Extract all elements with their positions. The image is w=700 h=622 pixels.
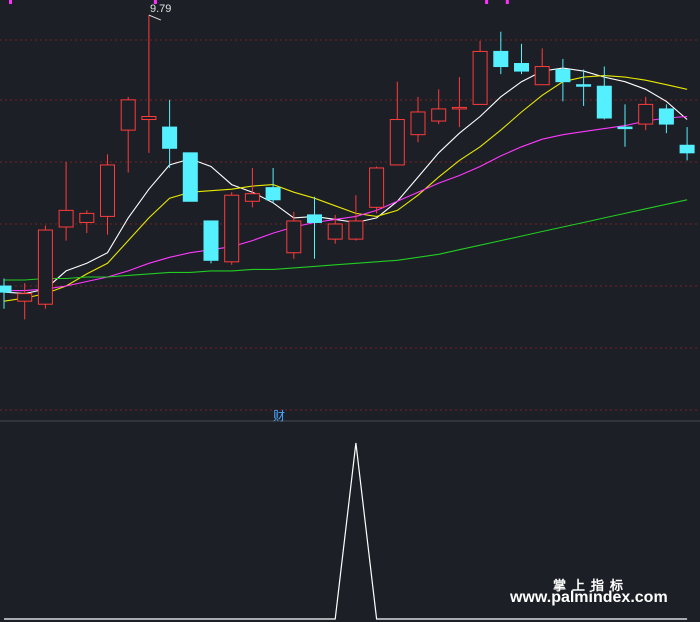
sub-indicator xyxy=(4,442,688,620)
candle xyxy=(617,104,633,147)
candle xyxy=(265,167,281,203)
candle xyxy=(514,43,529,75)
max-price-label: 9.79 xyxy=(150,3,172,15)
candle xyxy=(658,104,674,134)
candle xyxy=(576,69,592,106)
candle xyxy=(307,196,322,259)
candle-body xyxy=(472,50,488,105)
candle-body xyxy=(327,223,343,240)
candle xyxy=(0,278,12,309)
ma-line-yellow xyxy=(3,75,688,302)
candle-body xyxy=(17,293,33,302)
watermark-url: www.palmindex.com xyxy=(510,589,668,606)
candle xyxy=(244,167,260,208)
candle-body xyxy=(224,194,240,263)
candlesticks xyxy=(0,15,695,320)
candle-body xyxy=(410,111,426,136)
candle-body xyxy=(348,220,364,240)
candle xyxy=(286,211,302,259)
candle xyxy=(100,154,115,235)
candle-body xyxy=(534,66,550,86)
candle xyxy=(451,77,467,128)
candle xyxy=(410,96,426,143)
candle-body xyxy=(307,214,322,223)
candle xyxy=(638,96,654,131)
candle-body xyxy=(451,106,467,110)
candle-body xyxy=(389,119,405,166)
candle-body xyxy=(617,126,633,130)
candle xyxy=(389,81,405,166)
candle-body xyxy=(658,108,674,125)
candle-body xyxy=(493,50,509,68)
candle xyxy=(37,225,53,309)
candle-body xyxy=(203,220,219,261)
top-marker xyxy=(505,0,509,4)
candle xyxy=(120,96,136,173)
candle xyxy=(596,66,612,120)
candle xyxy=(431,89,447,125)
candle xyxy=(348,195,364,241)
moving-average-lines xyxy=(3,67,688,302)
candle-body xyxy=(162,126,178,149)
candle-body xyxy=(638,103,654,125)
candle-body xyxy=(679,144,695,154)
candle-body xyxy=(79,212,95,223)
candle-body xyxy=(596,85,612,119)
candle xyxy=(679,127,695,161)
candle-body xyxy=(244,193,260,202)
candle-body xyxy=(576,84,592,87)
max-price-pointer xyxy=(148,14,162,21)
sub-indicator-line xyxy=(4,442,688,620)
ma-line-green xyxy=(4,199,688,281)
ma-line-magenta xyxy=(4,115,688,292)
top-markers xyxy=(9,0,509,4)
candle xyxy=(162,99,178,168)
candle xyxy=(534,48,550,86)
candle xyxy=(224,192,240,265)
candle xyxy=(203,220,219,264)
candle-body xyxy=(555,69,571,83)
candle-body xyxy=(182,152,198,202)
candle xyxy=(141,15,157,153)
watermark-cn: 掌上指标 xyxy=(553,578,630,593)
candle xyxy=(182,152,198,202)
candle xyxy=(58,161,74,241)
candle-body xyxy=(369,167,385,208)
candle xyxy=(472,40,488,105)
top-marker xyxy=(153,0,157,4)
max-price-annotation xyxy=(148,14,162,21)
candle xyxy=(493,31,509,75)
ma-line-white xyxy=(3,67,688,295)
candle-body xyxy=(0,285,12,293)
candle-body xyxy=(265,187,281,201)
candle xyxy=(17,283,33,320)
candle-body xyxy=(141,116,157,121)
candle-body xyxy=(37,229,53,305)
candle-body xyxy=(58,209,74,228)
sub-chart-title: 财 xyxy=(273,409,286,423)
candle xyxy=(79,210,95,234)
candle-body xyxy=(120,99,136,131)
top-marker xyxy=(485,0,489,4)
top-marker xyxy=(9,0,12,4)
candle-body xyxy=(431,108,447,122)
candle xyxy=(327,214,343,244)
candle-body xyxy=(514,63,529,72)
candle xyxy=(369,166,385,214)
candle xyxy=(555,58,571,102)
candle-body xyxy=(286,220,302,254)
candle-body xyxy=(100,164,115,217)
